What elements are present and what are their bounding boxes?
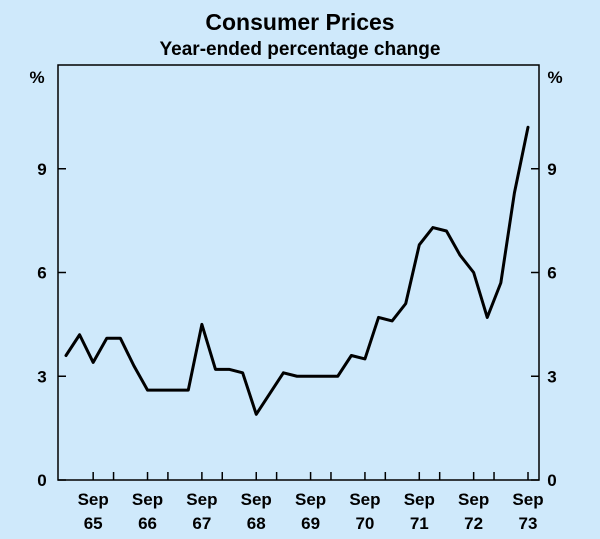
x-tick-label-month: Sep	[78, 490, 109, 509]
y-tick-label-right: 0	[547, 471, 556, 490]
y-tick-label-left: 3	[37, 367, 46, 386]
x-tick-label-year: 72	[464, 514, 483, 533]
y-unit-right: %	[547, 68, 562, 87]
x-tick-label-year: 69	[301, 514, 320, 533]
series-line	[64, 125, 530, 416]
x-tick-label-year: 67	[192, 514, 211, 533]
x-tick-label-month: Sep	[349, 490, 380, 509]
x-tick-label-year: 66	[138, 514, 157, 533]
x-tick-label-year: 68	[247, 514, 266, 533]
x-tick-label-year: 71	[410, 514, 429, 533]
chart-title: Consumer Prices	[205, 9, 394, 35]
x-tick-label-month: Sep	[132, 490, 163, 509]
y-tick-label-left: 9	[37, 160, 46, 179]
chart-subtitle: Year-ended percentage change	[160, 39, 441, 60]
y-tick-label-right: 6	[547, 264, 556, 283]
x-tick-label-month: Sep	[241, 490, 272, 509]
x-tick-label-month: Sep	[404, 490, 435, 509]
ticks-layer	[58, 168, 539, 481]
y-tick-label-right: 3	[547, 367, 556, 386]
y-tick-label-left: 6	[37, 264, 46, 283]
x-tick-label-month: Sep	[186, 490, 217, 509]
x-tick-label-month: Sep	[458, 490, 489, 509]
x-tick-label-year: 70	[355, 514, 374, 533]
y-tick-label-left: 0	[37, 471, 46, 490]
y-unit-left: %	[29, 68, 44, 87]
labels-layer: 0 03 36 69 9Sep65Sep66Sep67Sep68Sep69Sep70Se…	[37, 160, 556, 533]
x-tick-label-year: 73	[519, 514, 538, 533]
y-tick-label-right: 9	[547, 160, 556, 179]
x-tick-label-month: Sep	[295, 490, 326, 509]
x-tick-label-month: Sep	[512, 490, 543, 509]
x-tick-label-year: 65	[84, 514, 103, 533]
